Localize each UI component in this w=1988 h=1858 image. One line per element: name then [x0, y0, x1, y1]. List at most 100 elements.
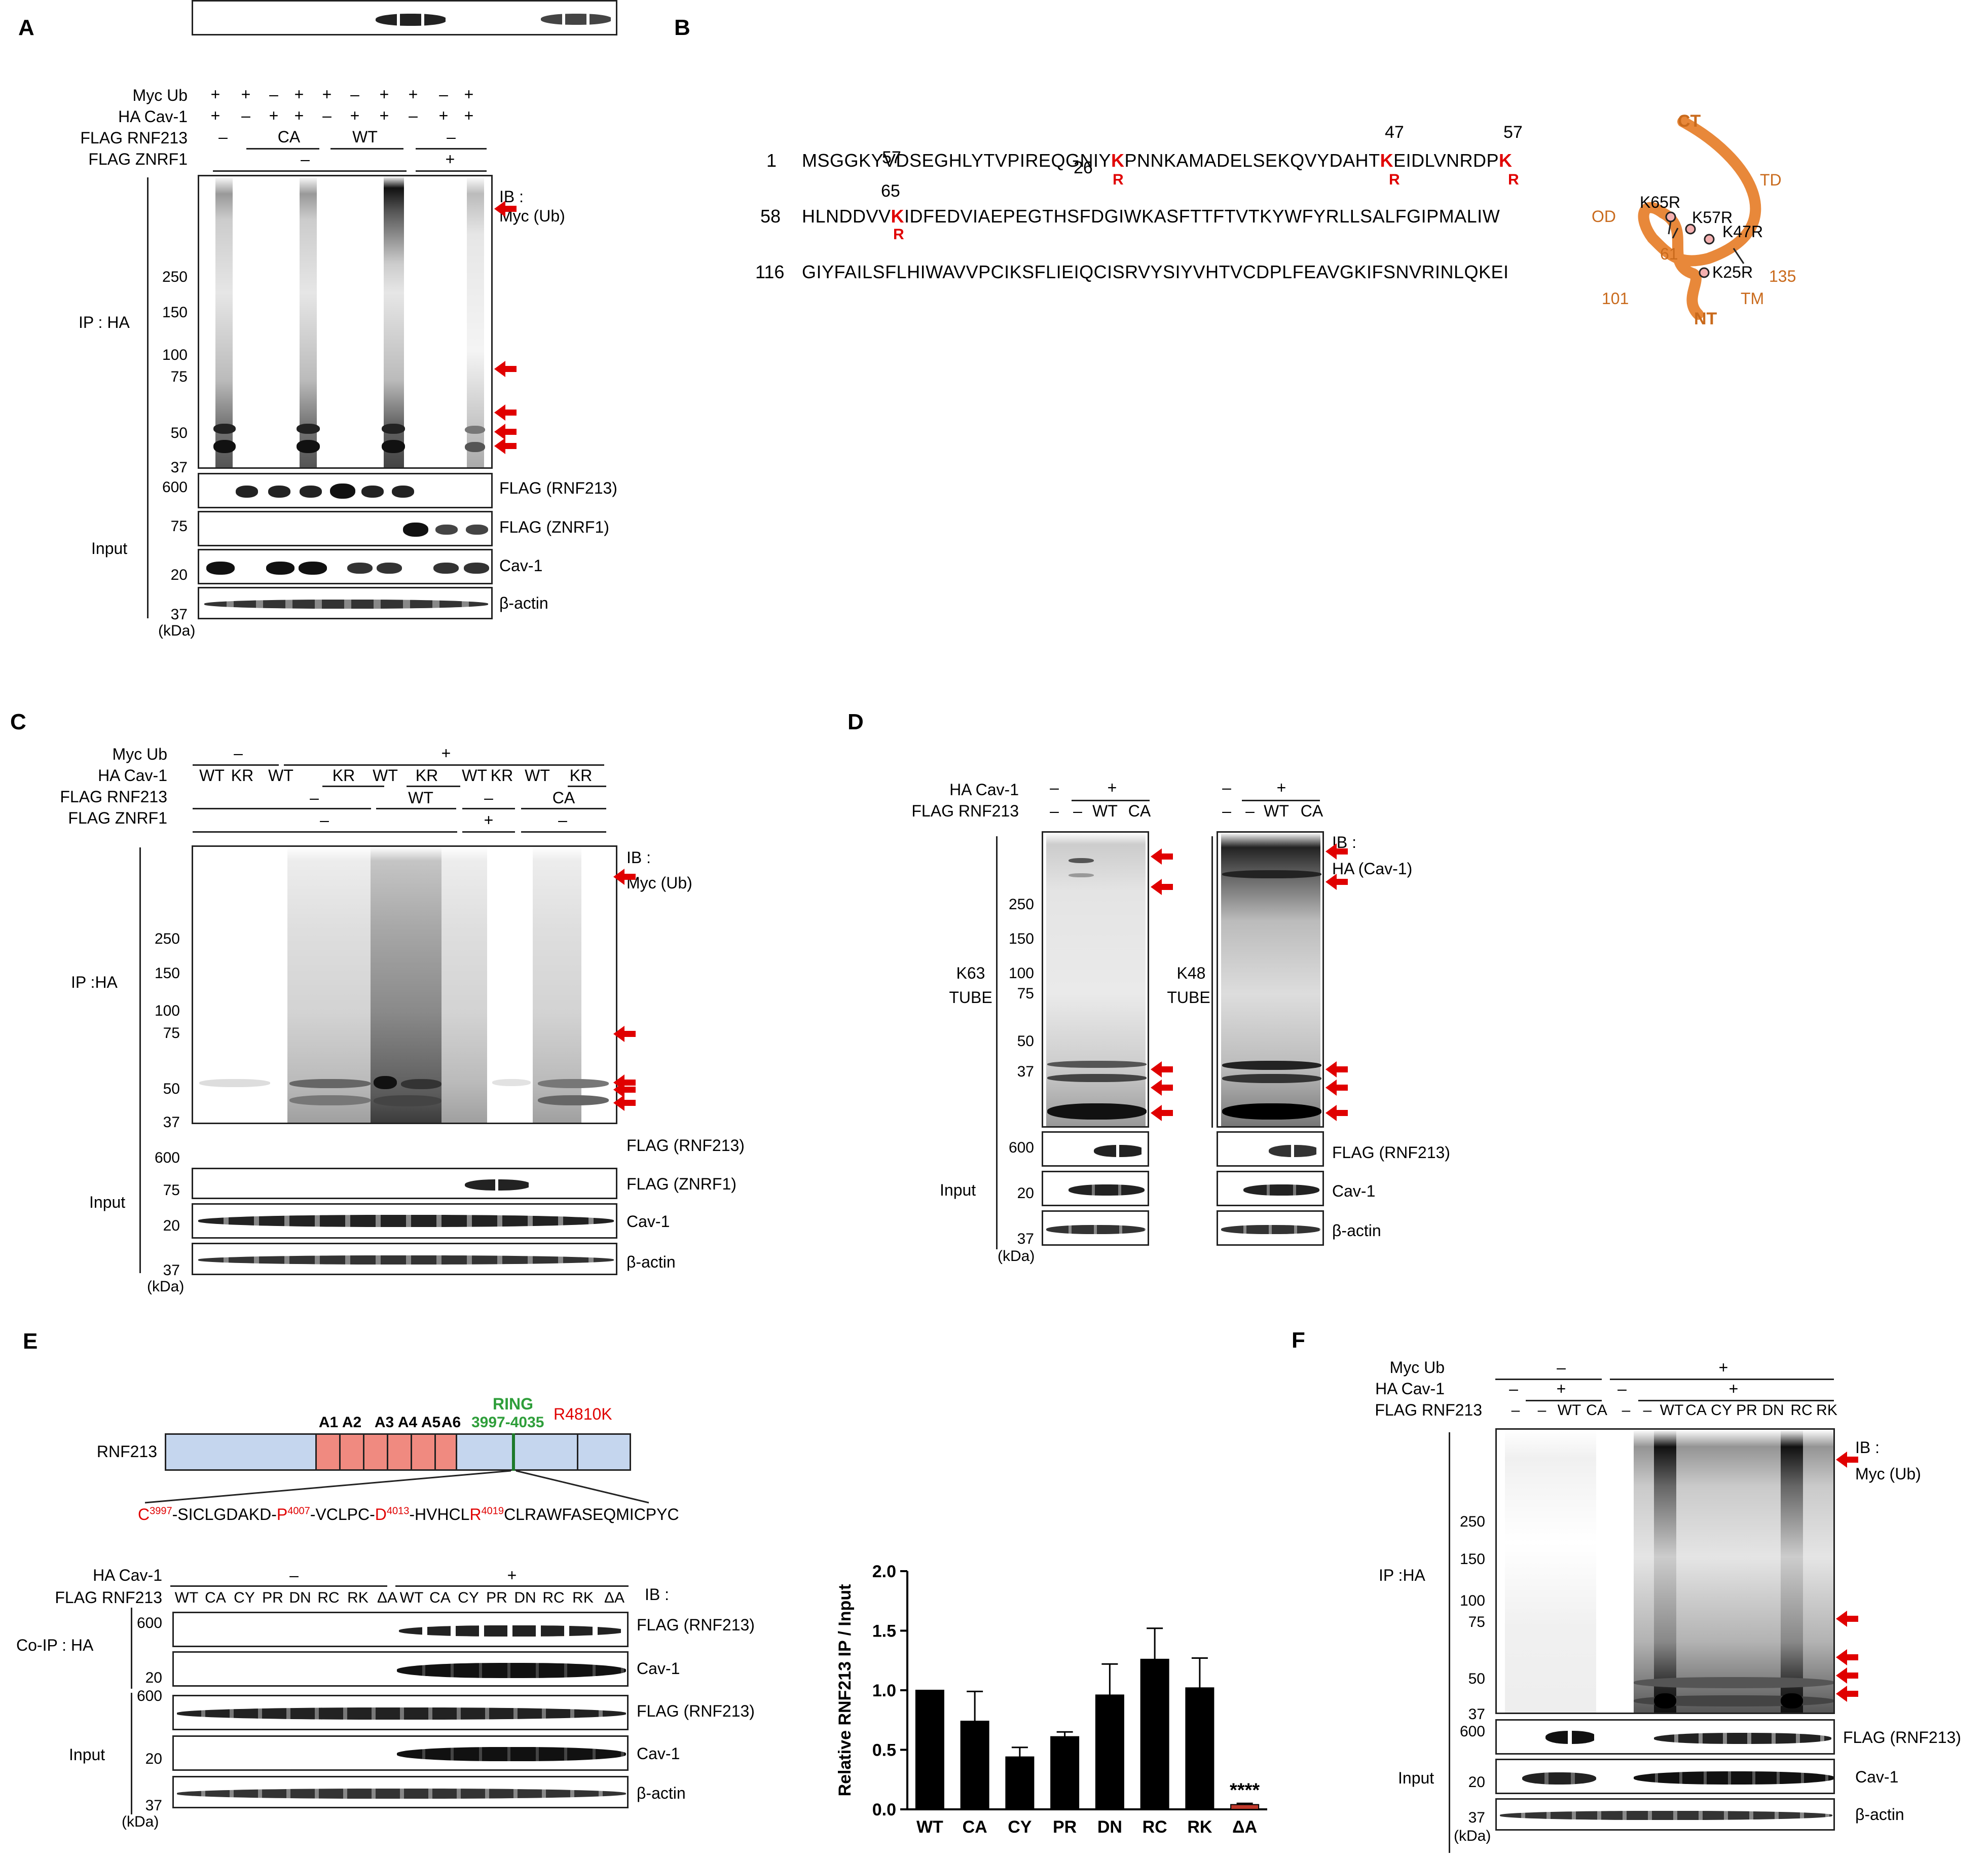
ib-flag-znrf1: FLAG (ZNRF1) — [499, 518, 609, 536]
ha-cav1-sign: – — [241, 106, 250, 125]
x-tick-label: DN — [1097, 1817, 1122, 1837]
mw-marker: 75 — [170, 518, 188, 535]
red-arrow-icon — [494, 361, 517, 377]
myc-plus: + — [1718, 1358, 1728, 1377]
rnf213-mutant-label: PR — [1736, 1402, 1757, 1419]
mw-marker: 20 — [145, 1669, 162, 1686]
mw-marker: 37 — [145, 1797, 162, 1814]
bar — [1005, 1756, 1035, 1810]
x-tick-label: CY — [1008, 1817, 1032, 1837]
bar — [1140, 1658, 1169, 1810]
mw-marker: 37 — [163, 1262, 180, 1279]
red-arrow-icon — [494, 404, 517, 421]
input-blot — [1217, 1131, 1324, 1167]
ib-flag-rnf213: FLAG (RNF213) — [637, 1702, 755, 1720]
red-arrow-icon — [1836, 1611, 1858, 1627]
ha-cav1-genotype: KR — [490, 766, 513, 785]
coip-blot — [172, 1612, 629, 1647]
rnf213-mutant-label: CA — [1685, 1402, 1707, 1419]
label-101: 101 — [1602, 289, 1629, 308]
ha-cav1-sign: – — [409, 106, 418, 125]
tube-label: TUBE — [949, 988, 992, 1007]
ib-bactin: β-actin — [1332, 1221, 1381, 1240]
myc-ub-sign: + — [408, 85, 418, 103]
red-arrow-icon — [1151, 848, 1173, 865]
row-label: FLAG RNF213 — [1375, 1401, 1482, 1419]
rnf-wt: WT — [1092, 802, 1118, 820]
label-ct: CT — [1678, 112, 1701, 131]
rnf213-mutant-label: – — [1511, 1402, 1520, 1419]
ib-flag-rnf213: FLAG (RNF213) — [499, 479, 617, 497]
ib-cav1: Cav-1 — [1332, 1182, 1376, 1200]
mw-marker: 150 — [1459, 1551, 1485, 1568]
ha-cav1-sign: + — [210, 106, 220, 125]
mw-marker: 50 — [163, 1081, 180, 1097]
rnf213-mutant-label: CA — [429, 1589, 451, 1606]
x-tick-label: ΔA — [1232, 1817, 1257, 1837]
rnf213-mutant-label: RK — [572, 1589, 594, 1606]
rnf213-mutant-label: RC — [542, 1589, 565, 1606]
ip-label: IP :HA — [1379, 1566, 1425, 1584]
rnf213-mutant-label: WT — [399, 1589, 424, 1606]
mut-k57r: K57R — [1692, 208, 1733, 227]
red-arrow-icon — [1326, 1080, 1348, 1096]
ib-myc-ub: Myc (Ub) — [627, 874, 692, 892]
ha-cav1-sign: + — [294, 106, 304, 125]
input-blot — [1042, 1210, 1149, 1246]
mw-marker: 37 — [170, 459, 188, 476]
ib-flag-rnf213: FLAG (RNF213) — [1843, 1728, 1961, 1746]
ha-cav1-genotype: WT — [268, 766, 293, 785]
red-arrow-icon — [1836, 1649, 1858, 1665]
seq-line-number: 1 — [766, 150, 777, 171]
input-blot — [198, 549, 493, 584]
rnf213-mutant-label: RK — [347, 1589, 369, 1606]
residue-number: 65 — [881, 181, 900, 201]
myc-plus: + — [441, 744, 451, 762]
mw-marker: 75 — [1017, 985, 1034, 1002]
label-nt: NT — [1694, 309, 1717, 328]
k-to-r: R — [1389, 171, 1400, 188]
bar — [1050, 1736, 1080, 1810]
ha-cav1-genotype: KR — [332, 766, 355, 785]
residue-number: 47 — [1385, 123, 1404, 142]
ha-cav1-genotype: WT — [373, 766, 398, 785]
red-arrow-icon — [1326, 1061, 1348, 1077]
myc-ub-sign: – — [269, 85, 278, 103]
mut-k65r: K65R — [1640, 193, 1680, 211]
mw-marker: 37 — [1017, 1231, 1034, 1247]
residue-number: 57 — [882, 148, 901, 167]
ib-label: IB : — [499, 188, 524, 206]
ip-blot-c — [192, 845, 617, 1124]
row-label: HA Cav-1 — [93, 1566, 162, 1584]
ib-flag-znrf1: FLAG (ZNRF1) — [627, 1175, 737, 1193]
input-label: Input — [1398, 1769, 1434, 1787]
rnf213-mutant-label: CY — [458, 1589, 479, 1606]
input-blot — [192, 1168, 617, 1199]
row-label: HA Cav-1 — [98, 766, 167, 785]
ib-bactin: β-actin — [1855, 1805, 1904, 1824]
mw-marker: 100 — [1008, 965, 1034, 982]
y-axis-label: Relative RNF213 IP / Input — [835, 1584, 855, 1797]
mw-marker: 37 — [1017, 1063, 1034, 1080]
rnf-minus: – — [1222, 802, 1231, 820]
red-arrow-icon — [1151, 1080, 1173, 1096]
ip-blot-f — [1495, 1428, 1835, 1714]
mw-marker: 100 — [154, 1002, 180, 1019]
mw-marker: 600 — [154, 1149, 180, 1166]
ha-cav1-genotype: WT — [462, 766, 487, 785]
aaa-domain-label: A5 — [421, 1414, 441, 1431]
rnf213-mutant-label: – — [1643, 1402, 1652, 1419]
mw-marker: 600 — [162, 479, 188, 496]
ha-cav1-sign: + — [464, 106, 474, 125]
cav-plus: + — [1107, 778, 1117, 797]
input-blot — [198, 473, 493, 508]
mw-marker: 37 — [170, 606, 188, 623]
input-blot — [198, 587, 493, 619]
r4810k-label: R4810K — [554, 1405, 612, 1423]
sequence-line-1: MSGGKYVDSEGHLYTVPIREQGNIYKPNNKAMADELSEKQ… — [802, 150, 1513, 171]
rnf-minus: – — [310, 789, 319, 807]
rnf213-mutant-label: DN — [289, 1589, 311, 1606]
label-135: 135 — [1769, 267, 1796, 285]
mw-marker: 20 — [1468, 1774, 1485, 1791]
aaa-domains — [315, 1433, 457, 1471]
